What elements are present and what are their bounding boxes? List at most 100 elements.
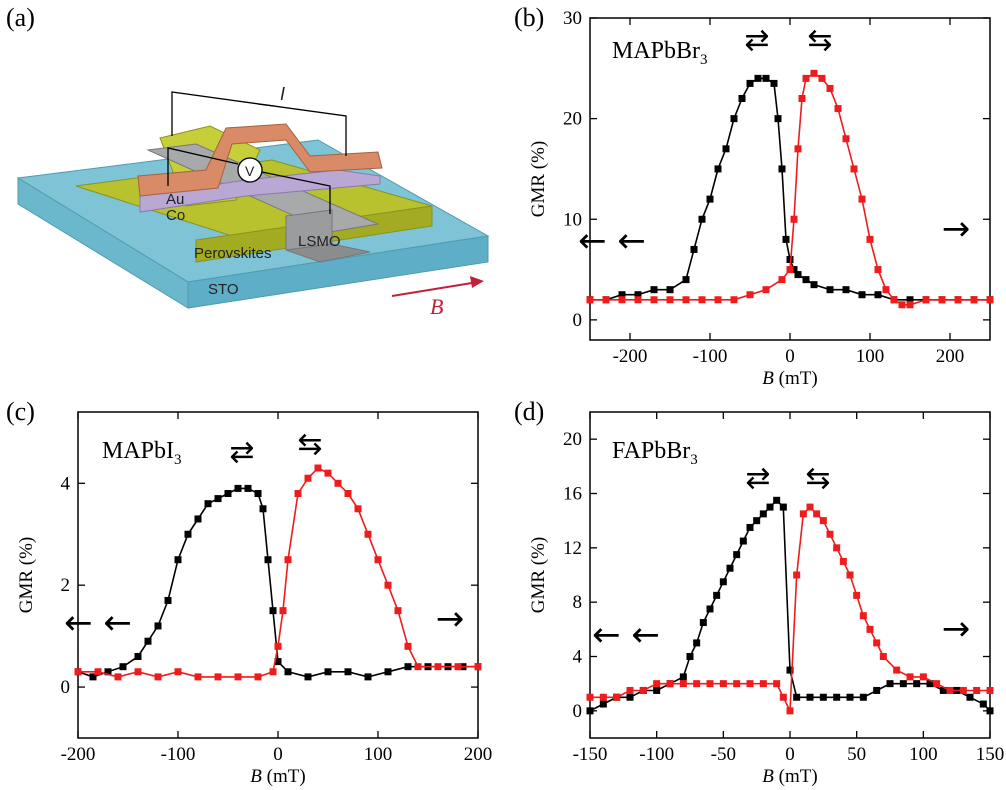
data-point-down	[714, 165, 722, 173]
data-point-down	[778, 165, 786, 173]
data-point-up	[859, 612, 867, 620]
data-point-down	[733, 551, 741, 559]
x-tick-label: 0	[785, 346, 795, 367]
data-point-up	[586, 296, 594, 304]
data-point-up	[778, 276, 786, 284]
data-point-down	[713, 591, 721, 599]
data-point-up	[650, 296, 658, 304]
data-point-down	[754, 74, 762, 82]
y-tick-label: 0	[573, 701, 583, 722]
x-tick-label: 0	[785, 744, 795, 765]
data-point-up	[434, 663, 442, 671]
data-point-up	[773, 680, 781, 688]
data-point-up	[682, 296, 690, 304]
y-tick-label: 10	[563, 209, 582, 230]
data-point-up	[666, 680, 674, 688]
data-point-up	[334, 479, 342, 487]
data-point-up	[746, 291, 754, 299]
data-point-up	[746, 680, 754, 688]
y-tick-label: 20	[563, 109, 582, 130]
data-point-up	[634, 296, 642, 304]
data-point-up	[933, 680, 941, 688]
data-point-up	[404, 642, 412, 650]
lsmo-label: LSMO	[298, 233, 341, 250]
data-point-down	[874, 291, 882, 299]
y-axis-label: GMR (%)	[528, 537, 549, 614]
data-point-up	[946, 686, 954, 694]
data-point-up	[986, 686, 994, 694]
data-point-up	[810, 69, 818, 77]
data-point-up	[839, 557, 847, 565]
x-tick-label: 150	[976, 744, 1005, 765]
data-point-up	[898, 301, 906, 309]
data-point-down	[690, 245, 698, 253]
data-point-down	[759, 510, 767, 518]
series-line-down	[589, 499, 991, 712]
data-point-up	[790, 215, 798, 223]
data-point-up	[786, 707, 794, 715]
data-point-down	[762, 74, 770, 82]
data-point-up	[986, 296, 994, 304]
data-point-up	[134, 668, 142, 676]
data-point-up	[873, 639, 881, 647]
data-point-up	[474, 663, 482, 671]
data-point-up	[826, 530, 834, 538]
data-point-down	[244, 484, 252, 492]
data-point-down	[779, 503, 787, 511]
data-point-up	[850, 165, 858, 173]
magnetization-parallel-arrows: ⇄	[229, 435, 254, 470]
data-point-down	[979, 700, 987, 708]
data-point-up	[954, 296, 962, 304]
chart-mapbi3: -200 -100 0 100 200 0 2 4 B (mT) GMR (%) MAPbI3 ⇄ ⇆ ←…	[16, 411, 492, 787]
data-point-down	[204, 500, 212, 508]
data-point-down	[806, 693, 814, 701]
data-point-up	[269, 668, 277, 676]
data-point-down	[264, 556, 272, 564]
data-point-up	[618, 296, 626, 304]
y-tick-label: 12	[563, 538, 582, 559]
data-point-down	[269, 607, 277, 615]
data-point-down	[786, 666, 794, 674]
x-tick-label: 200	[936, 346, 965, 367]
co-layer	[139, 169, 381, 213]
data-point-up	[94, 668, 102, 676]
magnetization-antiparallel-arrows: ⇆	[297, 427, 322, 462]
data-point-down	[858, 291, 866, 299]
y-tick-label: 2	[61, 575, 71, 596]
sweep-left-arrow: ← ←	[592, 615, 660, 655]
current-arrow	[257, 103, 275, 107]
y-tick-label: 0	[573, 310, 583, 331]
data-point-up	[879, 653, 887, 660]
data-point-down	[730, 115, 738, 123]
x-tick-label: 0	[273, 744, 283, 765]
au-layer	[137, 123, 383, 197]
x-tick-label: -100	[693, 346, 728, 367]
data-point-down	[344, 668, 352, 676]
data-point-up	[693, 680, 701, 688]
chart-fapbbr3: -150 -100 -50 0 50 100 150 0 4 8 12 16 20 B (mT) GMR (…	[528, 411, 1005, 787]
x-tick-label: 100	[364, 744, 393, 765]
data-point-up	[698, 296, 706, 304]
data-point-up	[759, 680, 767, 688]
y-tick-label: 4	[573, 647, 583, 668]
data-point-down	[650, 286, 658, 294]
perovskite-label: Perovskites	[194, 245, 272, 262]
data-point-up	[394, 607, 402, 615]
data-point-up	[314, 464, 322, 472]
data-point-down	[666, 286, 674, 294]
data-point-up	[762, 286, 770, 294]
data-point-down	[739, 537, 747, 545]
data-point-up	[454, 663, 462, 671]
data-point-up	[834, 105, 842, 113]
panel-label-d: (d)	[514, 397, 544, 426]
data-point-up	[354, 505, 362, 513]
data-point-up	[866, 625, 874, 633]
data-point-down	[184, 530, 192, 538]
sweep-right-arrow: →	[942, 209, 971, 249]
sweep-left-arrow: ← ←	[64, 603, 132, 643]
data-point-down	[304, 673, 312, 681]
sto-label: STO	[208, 281, 239, 298]
data-point-down	[89, 673, 97, 681]
data-point-down	[810, 281, 818, 289]
voltage-label: V	[245, 163, 255, 179]
